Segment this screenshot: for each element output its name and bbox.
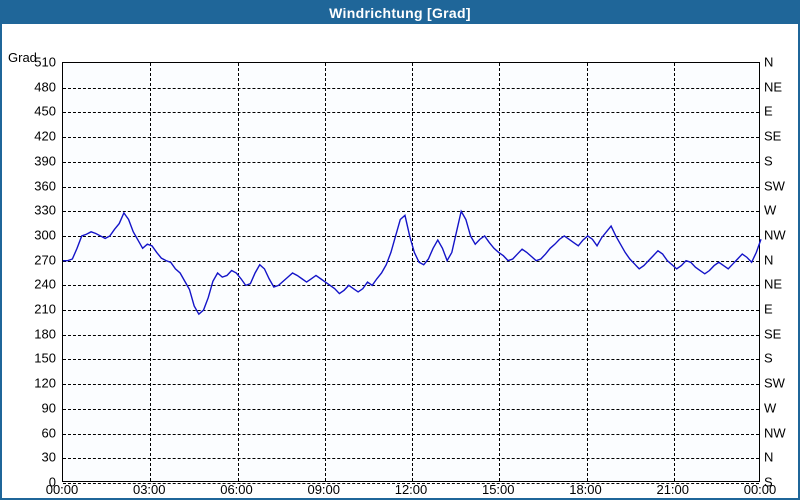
y-axis-tick-label: 240 — [34, 277, 56, 292]
x-axis-time-labels: 00:00 03:00 06:00 09:00 12:00 15:00 18:00 21:00… — [62, 482, 760, 498]
y-axis-direction-label: NE — [764, 277, 782, 292]
y-axis-direction-label: E — [764, 302, 773, 317]
y-axis-tick-label: 420 — [34, 129, 56, 144]
x-axis-time-label: 18:00 — [569, 482, 602, 497]
y-axis-direction-label: SW — [764, 178, 785, 193]
y-axis-direction-label: NW — [764, 425, 786, 440]
x-axis-time-label: 15:00 — [482, 482, 515, 497]
y-axis-direction-label: S — [764, 351, 773, 366]
y-axis-tick-label: 390 — [34, 153, 56, 168]
x-axis-time-label: 06:00 — [220, 482, 253, 497]
y-axis-tick-label: 360 — [34, 178, 56, 193]
y-axis-direction-label: NE — [764, 79, 782, 94]
y-axis-right-labels: N NE E SE S SW W NW N NE E SE S SW W NW N S — [760, 62, 800, 482]
y-axis-left-labels: 510 480 450 420 390 360 330 300 270 240 210 180 150 1… — [8, 62, 60, 482]
window-title-bar: Windrichtung [Grad] — [2, 2, 798, 24]
y-axis-direction-label: SW — [764, 376, 785, 391]
y-axis-direction-label: SE — [764, 326, 781, 341]
x-axis-time-label: 21:00 — [656, 482, 689, 497]
y-axis-direction-label: W — [764, 400, 776, 415]
y-axis-tick-label: 30 — [42, 450, 56, 465]
y-axis-tick-label: 330 — [34, 203, 56, 218]
y-axis-tick-label: 510 — [34, 55, 56, 70]
y-axis-tick-label: 180 — [34, 326, 56, 341]
chart-window: Windrichtung [Grad] Grad 510 480 450 420 390… — [0, 0, 800, 500]
y-axis-direction-label: N — [764, 450, 773, 465]
chart-area: Grad 510 480 450 420 390 360 330 300 270 240 210 18… — [2, 24, 800, 500]
y-axis-tick-label: 60 — [42, 425, 56, 440]
y-axis-direction-label: SE — [764, 129, 781, 144]
y-axis-tick-label: 450 — [34, 104, 56, 119]
y-axis-direction-label: S — [764, 153, 773, 168]
wind-direction-line — [63, 63, 761, 483]
y-axis-direction-label: N — [764, 55, 773, 70]
y-axis-direction-label: E — [764, 104, 773, 119]
y-axis-tick-label: 300 — [34, 227, 56, 242]
plot-box[interactable] — [62, 62, 760, 482]
x-axis-time-label: 03:00 — [133, 482, 166, 497]
y-axis-tick-label: 270 — [34, 252, 56, 267]
x-axis-time-label: 12:00 — [395, 482, 428, 497]
y-axis-tick-label: 210 — [34, 302, 56, 317]
window-title: Windrichtung [Grad] — [329, 5, 471, 21]
y-axis-direction-label: W — [764, 203, 776, 218]
y-axis-tick-label: 120 — [34, 376, 56, 391]
y-axis-tick-label: 480 — [34, 79, 56, 94]
y-axis-direction-label: N — [764, 252, 773, 267]
y-axis-tick-label: 150 — [34, 351, 56, 366]
x-axis-time-label: 09:00 — [307, 482, 340, 497]
y-axis-tick-label: 90 — [42, 400, 56, 415]
y-axis-direction-label: NW — [764, 227, 786, 242]
x-axis-time-label: 00:00 — [46, 482, 79, 497]
x-axis-time-label: 00:00 — [744, 482, 777, 497]
